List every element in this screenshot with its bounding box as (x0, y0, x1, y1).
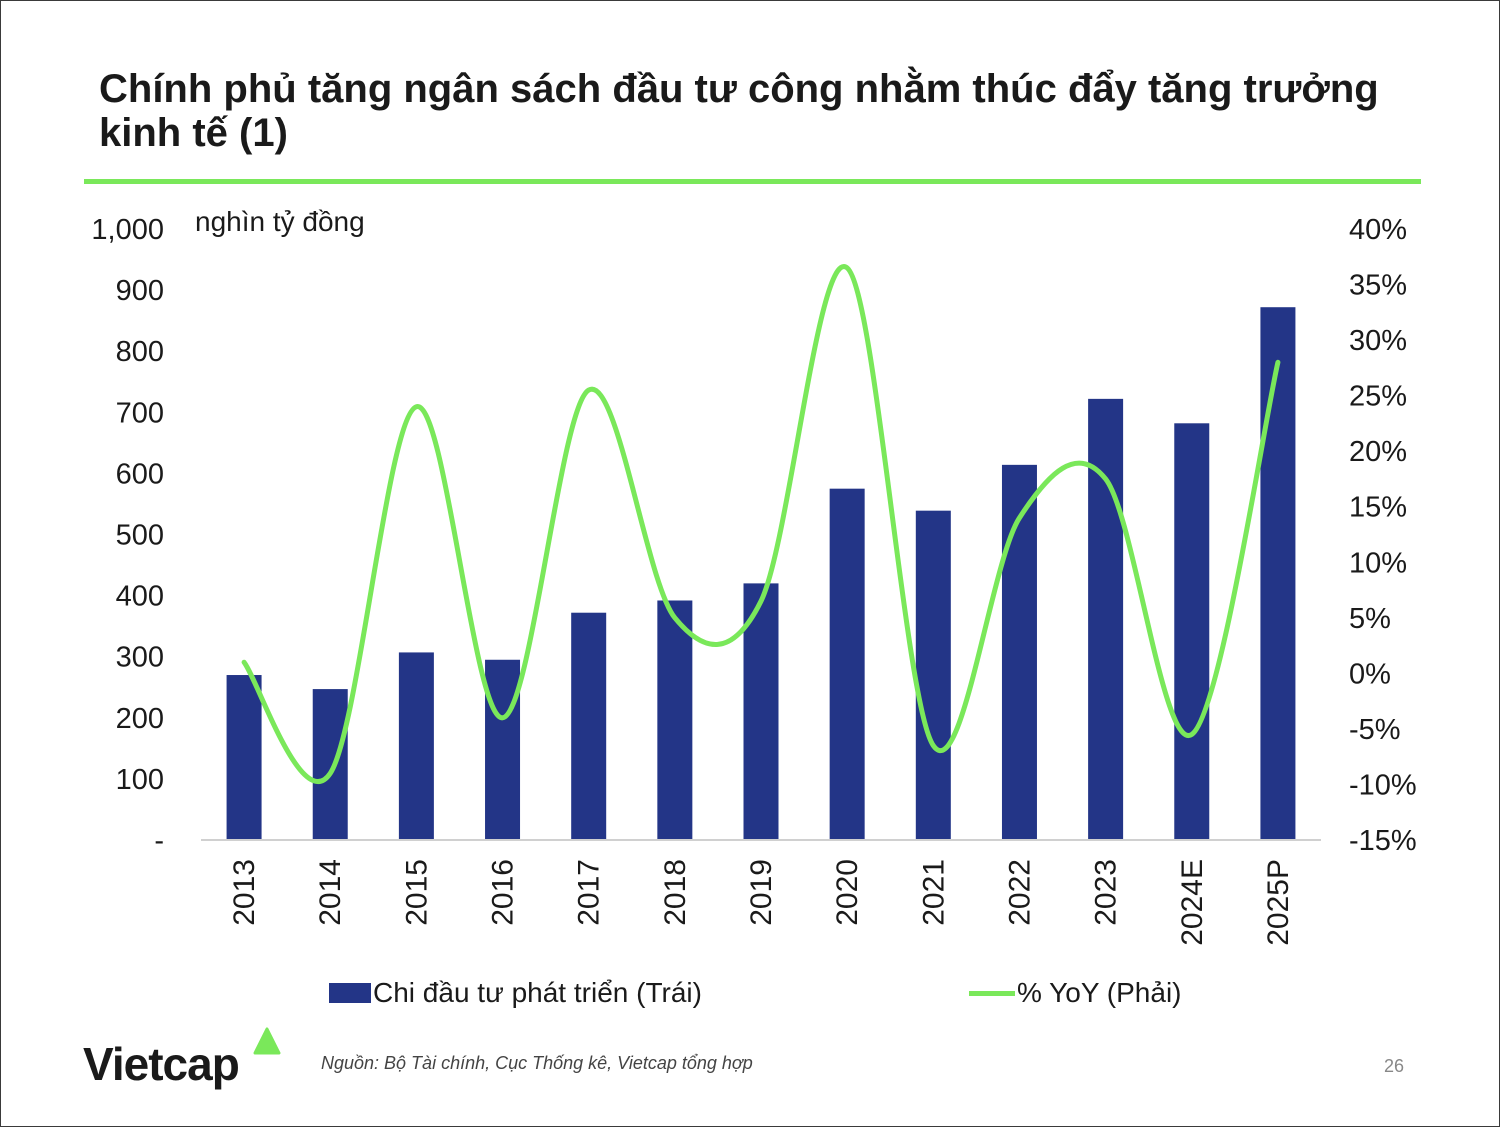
source-note: Nguồn: Bộ Tài chính, Cục Thống kê, Vietc… (321, 1053, 753, 1073)
y-left-tick-label: - (154, 825, 164, 857)
x-tick-label: 2025P (1262, 859, 1295, 946)
bar-series (226, 307, 1296, 840)
legend-swatch-line (969, 990, 1015, 996)
y-axis-left: - 100 200 300 400 500 600 700 800 900 1,000 (91, 214, 164, 857)
y-left-tick-label: 300 (116, 642, 164, 674)
x-tick-label: 2023 (1090, 859, 1123, 926)
x-tick-label: 2018 (659, 859, 692, 926)
y-left-tick-label: 1,000 (91, 214, 164, 246)
bar-2015 (398, 652, 434, 840)
x-tick-label: 2014 (314, 859, 347, 926)
bar-2017 (571, 612, 607, 840)
legend-swatch-bar (329, 983, 371, 1003)
y-right-tick-label: -10% (1349, 769, 1417, 801)
x-tick-label: 2017 (573, 859, 606, 926)
y-left-tick-label: 900 (116, 275, 164, 307)
y-left-tick-label: 700 (116, 397, 164, 429)
x-tick-label: 2016 (487, 859, 520, 926)
legend-item-bars: Chi đầu tư phát triển (Trái) (329, 973, 702, 1013)
bar-2020 (829, 488, 865, 840)
x-tick-label: 2021 (917, 859, 950, 926)
y-right-tick-label: 30% (1349, 325, 1407, 357)
line-series (241, 264, 1281, 784)
y-axis-right: -15% -10% -5% 0% 5% 10% 15% 20% 25% 30% 35% 40% (1349, 214, 1417, 857)
bar-2022 (1001, 464, 1037, 840)
x-tick-label: 2024E (1176, 859, 1209, 946)
page-title: Chính phủ tăng ngân sách đầu tư công nhằ… (99, 67, 1379, 155)
page-number: 26 (1384, 1056, 1405, 1076)
y-right-tick-label: 10% (1349, 547, 1407, 579)
y-right-tick-label: 15% (1349, 492, 1407, 524)
y-left-tick-label: 200 (116, 703, 164, 735)
y-right-tick-label: -15% (1349, 825, 1417, 857)
y-left-unit-label: nghìn tỷ đồng (195, 206, 365, 237)
bar-2014 (312, 689, 348, 840)
bar-2019 (743, 583, 779, 840)
y-right-tick-label: 20% (1349, 436, 1407, 468)
bar-2023 (1088, 398, 1124, 840)
bar-2018 (657, 600, 693, 840)
y-right-tick-label: 40% (1349, 214, 1407, 246)
legend-label-bars: Chi đầu tư phát triển (Trái) (373, 977, 702, 1008)
bar-2021 (915, 510, 951, 840)
y-left-tick-label: 400 (116, 581, 164, 613)
y-left-tick-label: 800 (116, 336, 164, 368)
x-tick-label: 2020 (831, 859, 864, 926)
y-right-tick-label: 5% (1349, 603, 1391, 635)
y-right-tick-label: -5% (1349, 714, 1401, 746)
y-left-tick-label: 100 (116, 764, 164, 796)
bar-2025P (1260, 307, 1296, 840)
yoy-line (241, 264, 1281, 784)
legend-item-line: % YoY (Phải) (969, 973, 1182, 1013)
x-tick-label: 2019 (745, 859, 778, 926)
vietcap-logo: Vietcap (83, 1038, 240, 1090)
x-tick-label: 2013 (228, 859, 261, 926)
bar-2024E (1174, 423, 1210, 840)
x-tick-label: 2022 (1003, 859, 1036, 926)
y-right-tick-label: 0% (1349, 658, 1391, 690)
y-left-tick-label: 600 (116, 458, 164, 490)
x-axis: 2013 2014 2015 2016 2017 2018 2019 2020 2021 2022… (201, 839, 1321, 946)
y-left-tick-label: 500 (116, 520, 164, 552)
bar-2013 (226, 675, 262, 840)
logo-triangle-icon (253, 1027, 281, 1055)
y-right-tick-label: 35% (1349, 270, 1407, 302)
bar-2016 (485, 659, 521, 840)
y-right-tick-label: 25% (1349, 381, 1407, 413)
legend-label-line: % YoY (Phải) (1017, 977, 1182, 1008)
x-tick-label: 2015 (400, 859, 433, 926)
title-divider (84, 179, 1421, 184)
chart: nghìn tỷ đồng 2013 2014 2015 2016 2017 2018 20… (91, 206, 1417, 946)
